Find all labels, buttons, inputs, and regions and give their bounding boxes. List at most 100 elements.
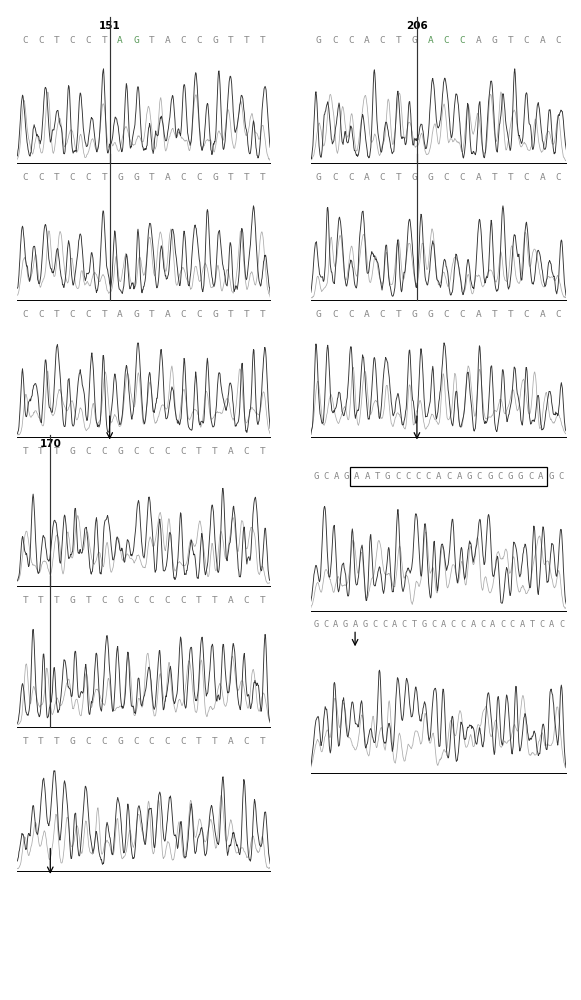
Text: G: G bbox=[133, 310, 139, 319]
Text: T: T bbox=[375, 472, 380, 481]
Text: C: C bbox=[181, 737, 186, 746]
Text: T: T bbox=[54, 737, 60, 746]
Text: C: C bbox=[133, 737, 139, 746]
Text: T: T bbox=[54, 173, 60, 182]
Text: C: C bbox=[348, 36, 354, 45]
Text: T: T bbox=[23, 737, 28, 746]
Text: C: C bbox=[415, 472, 421, 481]
Text: C: C bbox=[460, 310, 465, 319]
Text: T: T bbox=[38, 737, 44, 746]
Text: G: G bbox=[412, 310, 418, 319]
Text: C: C bbox=[431, 620, 436, 629]
Text: T: T bbox=[243, 173, 249, 182]
Text: C: C bbox=[149, 596, 155, 605]
Text: C: C bbox=[85, 737, 91, 746]
Text: C: C bbox=[181, 447, 186, 456]
Text: C: C bbox=[323, 620, 328, 629]
Text: C: C bbox=[243, 737, 249, 746]
Text: C: C bbox=[559, 472, 564, 481]
Text: G: G bbox=[385, 472, 390, 481]
Text: C: C bbox=[480, 620, 486, 629]
Text: A: A bbox=[476, 173, 482, 182]
Text: C: C bbox=[395, 472, 400, 481]
Text: G: G bbox=[316, 173, 322, 182]
Text: A: A bbox=[364, 310, 370, 319]
Text: A: A bbox=[353, 620, 358, 629]
Text: C: C bbox=[460, 173, 465, 182]
Text: A: A bbox=[549, 620, 554, 629]
Text: G: G bbox=[467, 472, 472, 481]
Text: A: A bbox=[519, 620, 525, 629]
Text: G: G bbox=[508, 472, 513, 481]
Text: 151: 151 bbox=[99, 21, 120, 31]
Text: C: C bbox=[133, 596, 139, 605]
Text: T: T bbox=[492, 310, 497, 319]
Text: G: G bbox=[316, 36, 322, 45]
Text: C: C bbox=[426, 472, 431, 481]
Text: C: C bbox=[500, 620, 505, 629]
Text: T: T bbox=[508, 36, 514, 45]
Text: A: A bbox=[392, 620, 397, 629]
Text: G: G bbox=[313, 472, 318, 481]
Text: C: C bbox=[196, 173, 202, 182]
Text: A: A bbox=[476, 310, 482, 319]
Text: C: C bbox=[380, 36, 386, 45]
Text: T: T bbox=[508, 173, 514, 182]
Text: T: T bbox=[259, 447, 265, 456]
Text: G: G bbox=[133, 36, 139, 45]
Text: A: A bbox=[228, 596, 234, 605]
Text: A: A bbox=[441, 620, 446, 629]
Text: T: T bbox=[212, 737, 218, 746]
Text: G: G bbox=[212, 310, 218, 319]
Text: T: T bbox=[102, 36, 107, 45]
Text: T: T bbox=[149, 36, 155, 45]
Text: T: T bbox=[411, 620, 417, 629]
Text: G: G bbox=[428, 310, 433, 319]
Text: A: A bbox=[471, 620, 476, 629]
Text: G: G bbox=[412, 173, 418, 182]
Text: C: C bbox=[523, 310, 529, 319]
Text: C: C bbox=[332, 310, 338, 319]
Text: T: T bbox=[196, 447, 202, 456]
Text: C: C bbox=[444, 36, 450, 45]
Text: T: T bbox=[492, 173, 497, 182]
Text: T: T bbox=[54, 447, 60, 456]
Text: G: G bbox=[316, 310, 322, 319]
Text: C: C bbox=[102, 447, 107, 456]
Text: C: C bbox=[70, 310, 76, 319]
Text: G: G bbox=[548, 472, 554, 481]
Text: T: T bbox=[149, 310, 155, 319]
Text: T: T bbox=[259, 36, 265, 45]
Text: C: C bbox=[164, 737, 170, 746]
Text: C: C bbox=[510, 620, 515, 629]
Text: T: T bbox=[102, 173, 107, 182]
Text: T: T bbox=[38, 447, 44, 456]
Text: C: C bbox=[38, 36, 44, 45]
Text: C: C bbox=[555, 36, 561, 45]
Text: A: A bbox=[540, 310, 546, 319]
Text: C: C bbox=[133, 447, 139, 456]
Text: T: T bbox=[196, 596, 202, 605]
Text: T: T bbox=[396, 310, 401, 319]
Text: C: C bbox=[149, 447, 155, 456]
Text: C: C bbox=[102, 737, 107, 746]
Text: C: C bbox=[539, 620, 544, 629]
Text: C: C bbox=[460, 36, 465, 45]
Text: C: C bbox=[444, 310, 450, 319]
Text: C: C bbox=[380, 310, 386, 319]
Text: C: C bbox=[38, 310, 44, 319]
Text: C: C bbox=[555, 173, 561, 182]
Text: G: G bbox=[421, 620, 426, 629]
Text: A: A bbox=[228, 737, 234, 746]
Text: C: C bbox=[85, 36, 91, 45]
Text: C: C bbox=[85, 447, 91, 456]
Text: C: C bbox=[382, 620, 387, 629]
Text: C: C bbox=[243, 447, 249, 456]
Text: 170: 170 bbox=[40, 439, 61, 449]
Text: G: G bbox=[117, 447, 123, 456]
Text: C: C bbox=[372, 620, 378, 629]
Bar bbox=[350, 467, 547, 486]
Text: G: G bbox=[212, 36, 218, 45]
Text: C: C bbox=[23, 173, 28, 182]
Text: A: A bbox=[540, 36, 546, 45]
